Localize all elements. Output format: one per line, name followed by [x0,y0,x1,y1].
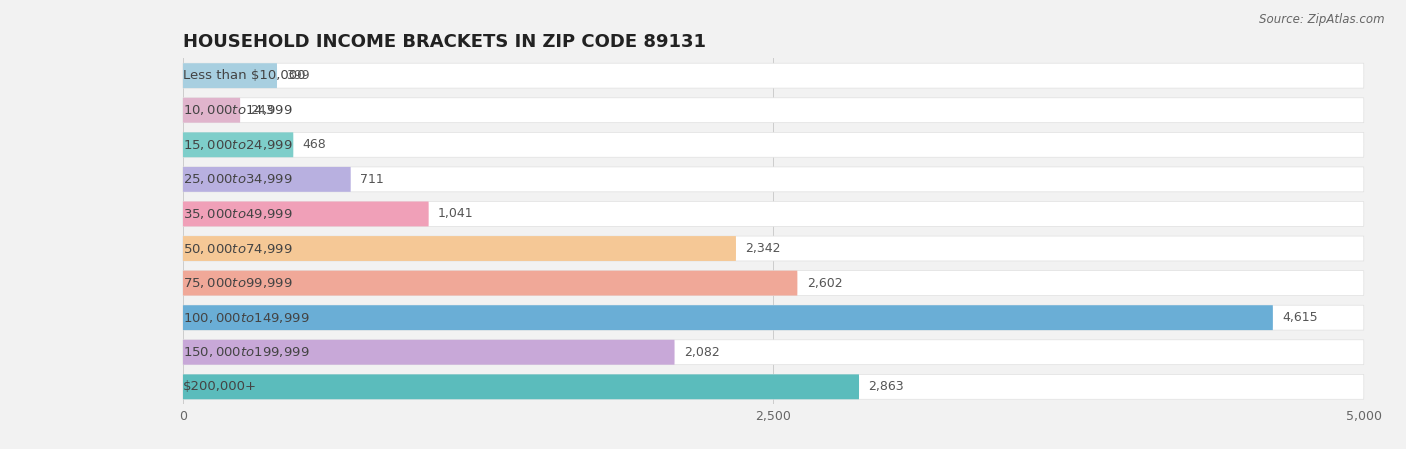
Text: 2,863: 2,863 [869,380,904,393]
FancyBboxPatch shape [183,167,1364,192]
FancyBboxPatch shape [183,271,797,295]
FancyBboxPatch shape [183,63,277,88]
Text: HOUSEHOLD INCOME BRACKETS IN ZIP CODE 89131: HOUSEHOLD INCOME BRACKETS IN ZIP CODE 89… [183,33,706,51]
Text: 1,041: 1,041 [439,207,474,220]
FancyBboxPatch shape [183,98,1364,123]
FancyBboxPatch shape [183,202,1364,226]
FancyBboxPatch shape [183,305,1364,330]
FancyBboxPatch shape [183,374,859,399]
Text: 4,615: 4,615 [1282,311,1317,324]
FancyBboxPatch shape [183,305,1272,330]
Text: $10,000 to $14,999: $10,000 to $14,999 [183,103,292,117]
Text: 399: 399 [287,69,311,82]
Text: $75,000 to $99,999: $75,000 to $99,999 [183,276,292,290]
FancyBboxPatch shape [183,202,429,226]
Text: 2,602: 2,602 [807,277,842,290]
Text: Less than $10,000: Less than $10,000 [183,69,305,82]
FancyBboxPatch shape [183,63,1364,88]
Text: 2,082: 2,082 [683,346,720,359]
FancyBboxPatch shape [183,374,1364,399]
Text: $25,000 to $34,999: $25,000 to $34,999 [183,172,292,186]
FancyBboxPatch shape [183,271,1364,295]
Text: $50,000 to $74,999: $50,000 to $74,999 [183,242,292,255]
Text: $15,000 to $24,999: $15,000 to $24,999 [183,138,292,152]
Text: 2,342: 2,342 [745,242,780,255]
FancyBboxPatch shape [183,340,1364,365]
FancyBboxPatch shape [183,340,675,365]
Text: $35,000 to $49,999: $35,000 to $49,999 [183,207,292,221]
FancyBboxPatch shape [183,236,1364,261]
Text: $150,000 to $199,999: $150,000 to $199,999 [183,345,309,359]
Text: 711: 711 [360,173,384,186]
Text: Source: ZipAtlas.com: Source: ZipAtlas.com [1260,13,1385,26]
Text: 468: 468 [302,138,326,151]
FancyBboxPatch shape [183,236,735,261]
FancyBboxPatch shape [183,132,294,157]
FancyBboxPatch shape [183,132,1364,157]
Text: $200,000+: $200,000+ [183,380,257,393]
FancyBboxPatch shape [183,98,240,123]
FancyBboxPatch shape [183,167,350,192]
Text: $100,000 to $149,999: $100,000 to $149,999 [183,311,309,325]
Text: 243: 243 [250,104,273,117]
